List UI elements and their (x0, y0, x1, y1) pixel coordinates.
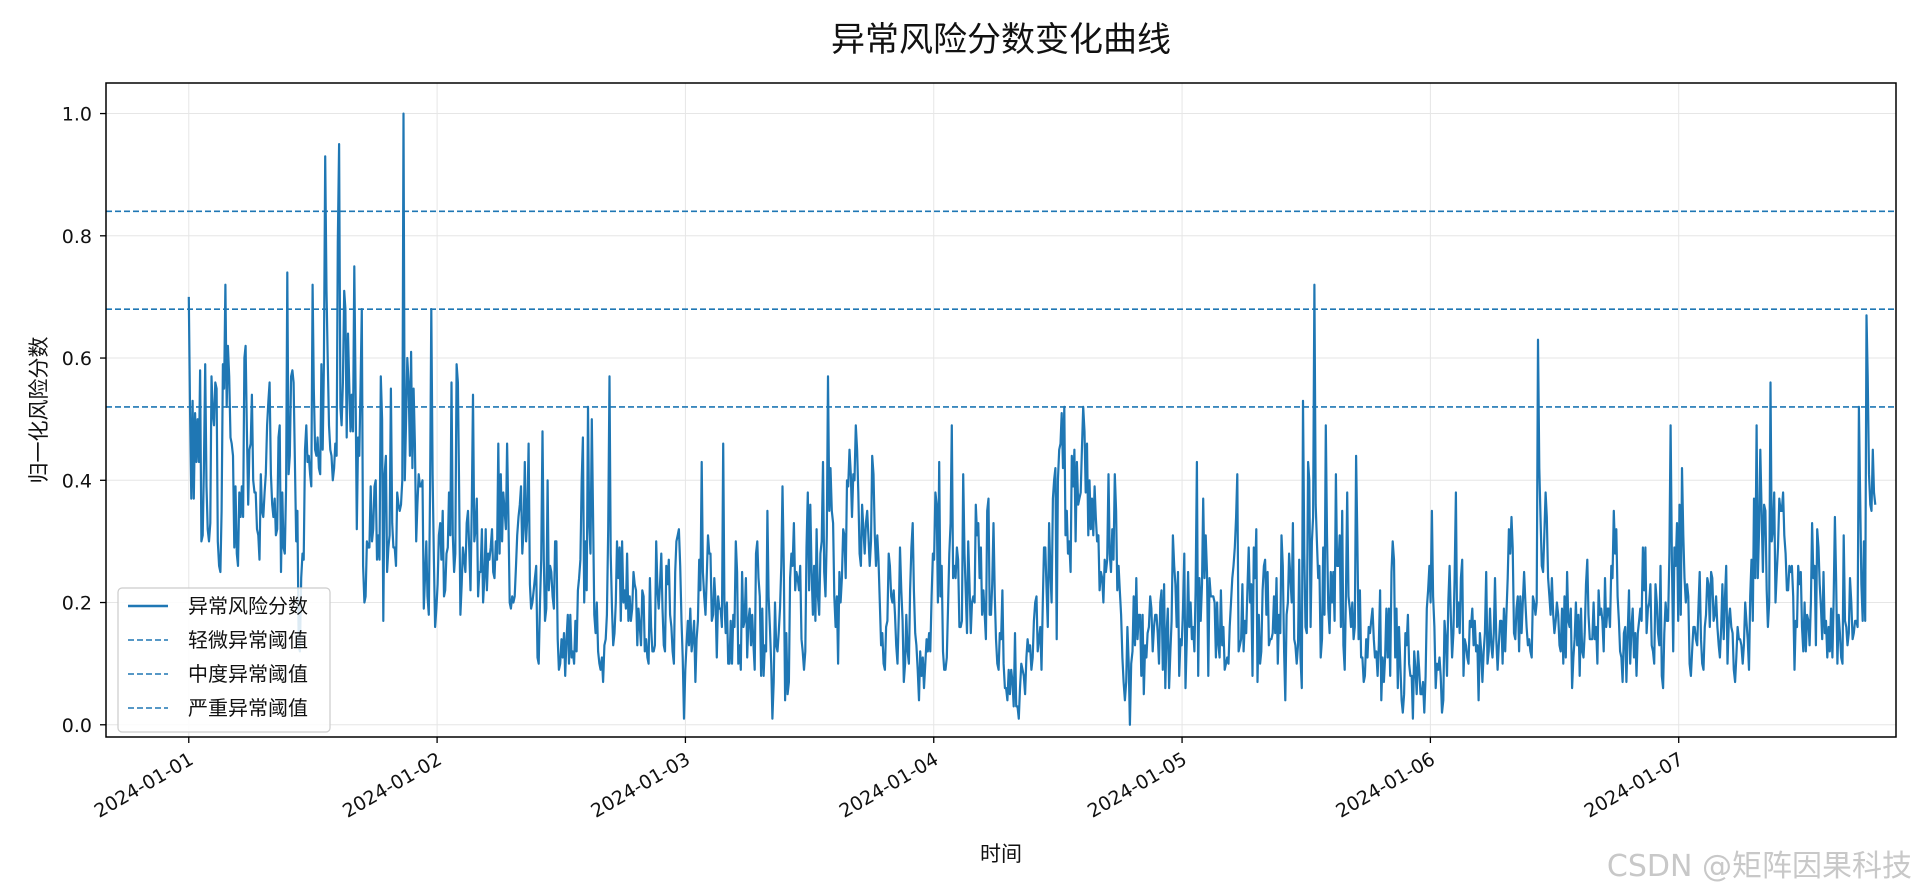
y-tick-label: 0.2 (62, 593, 92, 615)
threshold-lines (106, 210, 1896, 408)
watermark: CSDN @矩阵因果科技 (1607, 849, 1912, 884)
x-axis: 2024-01-01 2024-01-02 2024-01-03 2024-01-04… (91, 737, 1688, 823)
y-tick-label: 0.6 (62, 348, 92, 370)
y-tick-label: 0.0 (62, 715, 92, 737)
y-axis: 0.0 0.2 0.4 0.6 0.8 1.0 (62, 104, 106, 737)
legend-label: 异常风险分数 (188, 594, 308, 618)
y-axis-label: 归一化风险分数 (27, 337, 51, 484)
chart-title: 异常风险分数变化曲线 (831, 20, 1171, 60)
plot-frame (105, 82, 1897, 738)
x-tick-label: 2024-01-03 (587, 748, 694, 822)
legend-label: 轻微异常阈值 (188, 628, 308, 652)
series-line-risk-score (187, 112, 1877, 726)
x-tick-label: 2024-01-01 (91, 748, 198, 822)
legend-label: 严重异常阈值 (188, 696, 308, 720)
x-tick-label: 2024-01-05 (1084, 748, 1191, 822)
x-axis-label: 时间 (980, 842, 1022, 866)
x-tick-label: 2024-01-02 (339, 748, 446, 822)
x-tick-label: 2024-01-07 (1581, 748, 1688, 822)
legend-label: 中度异常阈值 (188, 662, 308, 686)
y-tick-label: 0.8 (62, 226, 92, 248)
x-tick-label: 2024-01-04 (836, 748, 943, 822)
y-tick-label: 0.4 (62, 470, 92, 492)
y-tick-label: 1.0 (62, 104, 92, 126)
legend-box (117, 587, 331, 733)
x-tick-label: 2024-01-06 (1332, 748, 1439, 822)
